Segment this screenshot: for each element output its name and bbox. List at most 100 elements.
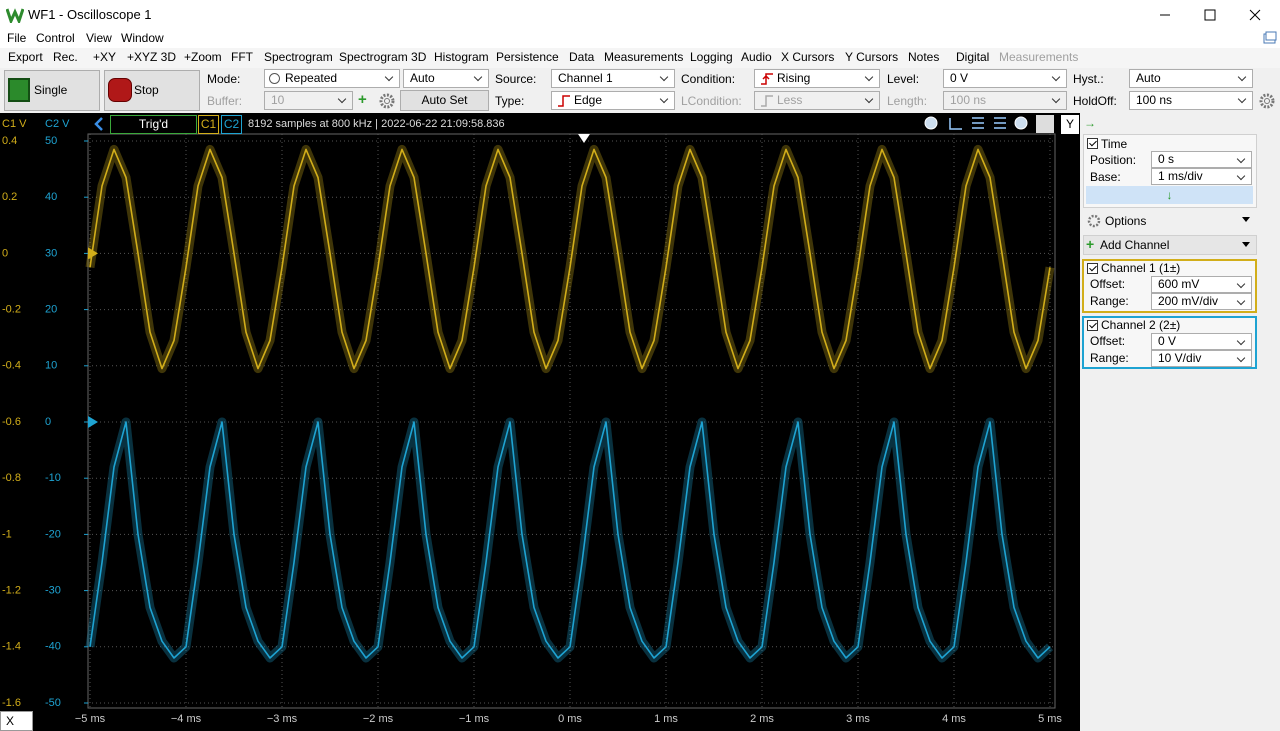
- channel-1-toggle[interactable]: C1: [198, 115, 219, 134]
- base-dropdown[interactable]: 1 ms/div: [1151, 168, 1252, 185]
- channel-1-offset[interactable]: 600 mV: [1151, 276, 1252, 293]
- panel-arrow[interactable]: →: [1084, 116, 1096, 130]
- holdoff-label: HoldOff:: [1073, 94, 1117, 108]
- y-tick-label: 0.2: [2, 191, 17, 203]
- single-label[interactable]: Single: [34, 83, 68, 97]
- menu-item[interactable]: File: [7, 31, 27, 45]
- channel-2-checkbox[interactable]: [1087, 320, 1098, 331]
- level-dropdown[interactable]: 0 V: [943, 69, 1067, 88]
- trigger-state: Trig'd: [110, 115, 197, 134]
- add-channel-icon: +: [1086, 236, 1095, 252]
- time-expand[interactable]: ↓: [1086, 186, 1253, 204]
- channel-1-checkbox[interactable]: [1087, 263, 1098, 274]
- mode-auto-dropdown[interactable]: Auto: [403, 69, 489, 88]
- hyst-dropdown[interactable]: Auto: [1129, 69, 1253, 88]
- stop-icon: [108, 78, 132, 102]
- add-channel-button[interactable]: [1083, 235, 1257, 255]
- stop-label[interactable]: Stop: [134, 83, 159, 97]
- channel-2-offset[interactable]: 0 V: [1151, 333, 1252, 350]
- toolbar-item[interactable]: Histogram: [434, 50, 489, 64]
- y2-tick-label: -40: [45, 641, 61, 653]
- menu-item[interactable]: Control: [36, 31, 75, 45]
- menu-item[interactable]: View: [86, 31, 112, 45]
- toolbar-item[interactable]: Spectrogram: [264, 50, 333, 64]
- menu-item[interactable]: Window: [121, 31, 164, 45]
- length-label: Length:: [887, 94, 928, 108]
- plot: −5 ms −4 ms −3 ms −2 ms −1 ms 0 ms 1 ms 2 ms 3 m…: [2, 118, 1062, 725]
- stop-button[interactable]: [104, 70, 200, 111]
- toolbar-item[interactable]: Digital: [956, 50, 990, 64]
- toolbar-item[interactable]: FFT: [231, 50, 253, 64]
- toolbar-item[interactable]: +Zoom: [184, 50, 222, 64]
- side-panel: [1080, 113, 1280, 731]
- toolbar-item[interactable]: Spectrogram 3D: [339, 50, 427, 64]
- toolbar-item[interactable]: X Cursors: [781, 50, 835, 64]
- toolbar-item[interactable]: Audio: [741, 50, 772, 64]
- toolbar-item[interactable]: Persistence: [496, 50, 559, 64]
- lcondition-label: LCondition:: [681, 94, 742, 108]
- y-tick-label: -0.8: [2, 472, 21, 484]
- y2-tick-label: 0: [45, 416, 51, 428]
- back-arrow[interactable]: [92, 116, 106, 132]
- add-channel-caret[interactable]: [1242, 242, 1250, 248]
- condition-dropdown[interactable]: Rising: [754, 69, 880, 88]
- y-tick-label: -1.4: [2, 641, 21, 653]
- channel-1-title: Channel 1 (1±): [1101, 261, 1181, 275]
- restore-icon[interactable]: [1262, 30, 1278, 46]
- options-caret[interactable]: [1242, 217, 1250, 223]
- position-dropdown[interactable]: 0 s: [1151, 151, 1252, 168]
- y2-tick-label: 50: [45, 135, 57, 147]
- y2-tick-label: 10: [45, 360, 57, 372]
- y-tick-label: -0.6: [2, 416, 21, 428]
- lcondition-dropdown[interactable]: Less: [754, 91, 880, 110]
- y2-tick-label: -10: [45, 472, 61, 484]
- y2-tick-label: 40: [45, 191, 57, 203]
- acquisition-info: 8192 samples at 800 kHz | 2022-06-22 21:…: [248, 118, 505, 130]
- trigger-gear[interactable]: [1258, 92, 1276, 110]
- buffer-input[interactable]: 10: [264, 91, 353, 110]
- buffer-add[interactable]: +: [358, 91, 367, 108]
- waveform-envelope: [85, 417, 1054, 663]
- x-tick-label: 0 ms: [558, 713, 582, 725]
- x-button[interactable]: X: [0, 711, 33, 731]
- toolbar-item[interactable]: Logging: [690, 50, 733, 64]
- toolbar-item[interactable]: Notes: [908, 50, 940, 64]
- toolbar-item[interactable]: +XY: [93, 50, 117, 64]
- y2-tick-label: -30: [45, 585, 61, 597]
- waveform: [89, 421, 1051, 659]
- title-menu-area: [0, 0, 1280, 48]
- source-dropdown[interactable]: Channel 1: [551, 69, 675, 88]
- options-label[interactable]: Options: [1105, 214, 1147, 228]
- channel-2-toggle[interactable]: C2: [221, 115, 242, 134]
- window-controls[interactable]: [1150, 0, 1280, 30]
- zoom-tools[interactable]: [922, 114, 1062, 134]
- buffer-gear[interactable]: [378, 92, 396, 110]
- mode-label: Mode:: [207, 72, 241, 86]
- y-tick-label: 0.4: [2, 135, 17, 147]
- condition-label: Condition:: [681, 72, 736, 86]
- type-dropdown[interactable]: Edge: [551, 91, 675, 110]
- y-tick-label: -1.6: [2, 697, 21, 709]
- holdoff-dropdown[interactable]: 100 ns: [1129, 91, 1253, 110]
- channel-2-title: Channel 2 (2±): [1101, 318, 1181, 332]
- channel-2-range[interactable]: 10 V/div: [1151, 350, 1252, 367]
- mode-dropdown[interactable]: Repeated: [264, 69, 400, 88]
- add-channel-label[interactable]: Add Channel: [1100, 238, 1170, 252]
- offset-marker: [88, 416, 98, 428]
- toolbar-item[interactable]: +XYZ 3D: [127, 50, 177, 64]
- time-checkbox[interactable]: [1087, 138, 1098, 149]
- y-button[interactable]: Y: [1061, 115, 1079, 134]
- length-dropdown[interactable]: 100 ns: [943, 91, 1067, 110]
- toolbar-item[interactable]: Rec.: [53, 50, 78, 64]
- toolbar-item[interactable]: Y Cursors: [845, 50, 899, 64]
- toolbar-item[interactable]: Data: [569, 50, 595, 64]
- y-axis-label: C1 V: [2, 118, 27, 130]
- toolbar-item[interactable]: Measurements: [604, 50, 684, 64]
- edge-icon: [558, 95, 570, 107]
- toolbar-item[interactable]: Export: [8, 50, 43, 64]
- channel-1-range[interactable]: 200 mV/div: [1151, 293, 1252, 310]
- toolbar-item[interactable]: Measurements: [999, 50, 1079, 64]
- y-tick-label: -1: [2, 528, 12, 540]
- auto-set-button[interactable]: Auto Set: [400, 90, 489, 111]
